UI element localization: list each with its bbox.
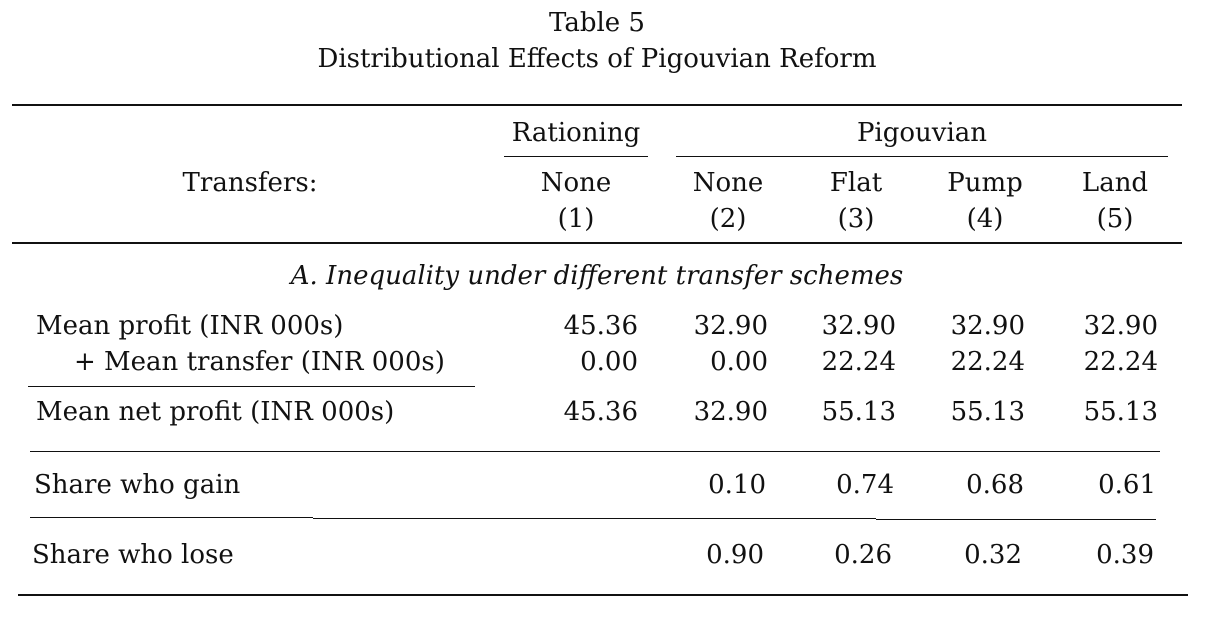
cell: 55.13	[821, 397, 896, 427]
cell: 32.90	[1083, 311, 1158, 341]
table-number: Table 5	[549, 8, 645, 38]
row-label: Mean net profit (INR 000s)	[36, 397, 395, 427]
cell: 0.68	[966, 470, 1024, 500]
col4-number: (4)	[966, 204, 1004, 234]
table-title: Distributional Effects of Pigouvian Refo…	[317, 44, 877, 74]
cell: 55.13	[950, 397, 1025, 427]
cell: 0.74	[836, 470, 894, 500]
row-label: + Mean transfer (INR 000s)	[74, 347, 445, 377]
cell: 32.90	[693, 311, 768, 341]
row-label: Share who lose	[32, 540, 234, 570]
lose-top-rule-right	[876, 519, 1156, 520]
cell: 22.24	[821, 347, 896, 377]
top-rule	[12, 104, 1182, 106]
col4-transfer: Pump	[947, 168, 1023, 198]
pigouvian-underline	[676, 156, 1168, 157]
cell: 32.90	[821, 311, 896, 341]
cell: 0.00	[710, 347, 768, 377]
col2-transfer: None	[692, 168, 764, 198]
cell: 0.10	[708, 470, 766, 500]
col3-number: (3)	[837, 204, 875, 234]
lose-top-rule-mid	[313, 518, 876, 519]
panel-a-title: A. Inequality under different transfer s…	[290, 261, 904, 291]
cell: 0.00	[580, 347, 638, 377]
cell: 32.90	[693, 397, 768, 427]
row-label: Share who gain	[34, 470, 241, 500]
cell: 0.32	[964, 540, 1022, 570]
col5-number: (5)	[1096, 204, 1134, 234]
group-header-pigouvian: Pigouvian	[856, 118, 988, 148]
bottom-rule	[18, 594, 1188, 596]
sum-rule	[28, 386, 475, 387]
col1-transfer: None	[540, 168, 612, 198]
cell: 0.26	[834, 540, 892, 570]
col3-transfer: Flat	[829, 168, 883, 198]
lose-top-rule-left	[30, 517, 313, 518]
col2-number: (2)	[709, 204, 747, 234]
header-bottom-rule	[12, 242, 1182, 244]
gain-top-rule	[30, 451, 1160, 452]
group-header-rationing: Rationing	[511, 118, 641, 148]
cell: 0.90	[706, 540, 764, 570]
cell: 22.24	[950, 347, 1025, 377]
cell: 0.61	[1098, 470, 1156, 500]
cell: 45.36	[563, 397, 638, 427]
cell: 55.13	[1083, 397, 1158, 427]
col5-transfer: Land	[1081, 168, 1149, 198]
cell: 45.36	[563, 311, 638, 341]
transfers-header-label: Transfers:	[182, 168, 318, 198]
cell: 32.90	[950, 311, 1025, 341]
cell: 0.39	[1096, 540, 1154, 570]
row-label: Mean profit (INR 000s)	[36, 311, 344, 341]
col1-number: (1)	[557, 204, 595, 234]
rationing-underline	[504, 156, 648, 157]
cell: 22.24	[1083, 347, 1158, 377]
